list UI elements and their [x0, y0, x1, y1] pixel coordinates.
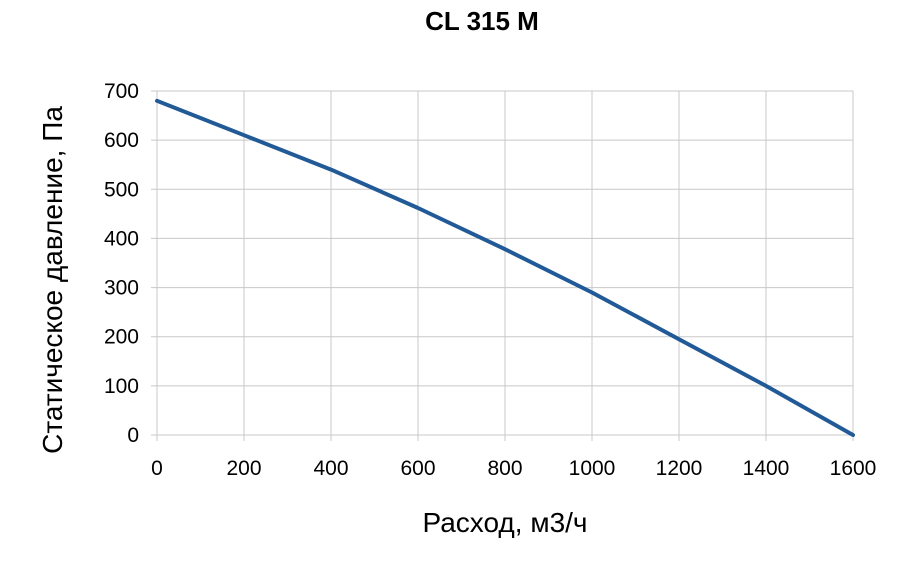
x-tick-label-0: 0: [151, 457, 163, 480]
x-tick-label-4: 800: [487, 457, 522, 480]
y-tick-label-1: 100: [104, 375, 139, 398]
x-axis-label: Расход, м3/ч: [422, 507, 587, 538]
series-line-0: [155, 98, 855, 437]
x-tick-label-8: 1600: [830, 457, 877, 480]
x-axis-ticks: 0 200 400 600 800 1000 1200 1400 1600: [151, 457, 876, 480]
x-tick-label-6: 1200: [656, 457, 703, 480]
y-axis-ticks: 0 100 200 300 400 500 600 700: [104, 80, 139, 447]
x-tick-label-7: 1400: [743, 457, 790, 480]
y-axis-label: Статическое давление, Па: [37, 106, 68, 454]
y-tick-label-6: 600: [104, 129, 139, 152]
grid: [151, 90, 854, 441]
x-tick-label-3: 600: [400, 457, 435, 480]
y-tick-label-3: 300: [104, 277, 139, 300]
x-tick-label-5: 1000: [569, 457, 616, 480]
x-tick-label-2: 400: [313, 457, 348, 480]
chart-title: CL 315 M: [425, 6, 539, 36]
y-tick-label-5: 500: [104, 178, 139, 201]
x-tick-label-1: 200: [226, 457, 261, 480]
y-tick-label-4: 400: [104, 227, 139, 250]
y-tick-label-7: 700: [104, 80, 139, 103]
y-tick-label-2: 200: [104, 326, 139, 349]
plot-area: [155, 98, 855, 437]
y-tick-label-0: 0: [127, 424, 139, 447]
